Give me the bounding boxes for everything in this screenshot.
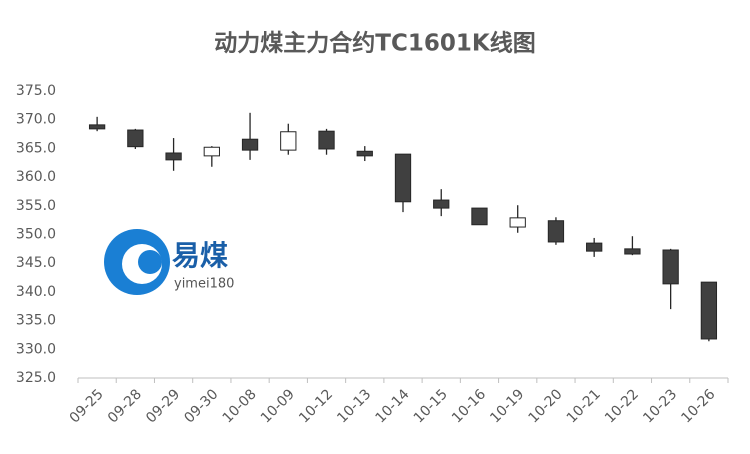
candle-body: [203, 146, 220, 157]
candle-body: [280, 131, 297, 151]
y-tick-label: 350.0: [16, 227, 56, 243]
y-tick-label: 355.0: [16, 198, 56, 214]
candle-body: [127, 129, 144, 148]
logo-subtext: yimei180: [174, 277, 234, 292]
x-tick-label: 09-28: [105, 386, 145, 426]
x-tick-label: 09-29: [143, 386, 183, 426]
y-tick-label: 345.0: [16, 255, 56, 271]
candle-body: [624, 248, 641, 255]
logo-text: 易煤: [172, 239, 228, 272]
candle-body: [471, 207, 488, 226]
y-tick-label: 360.0: [16, 169, 56, 185]
y-tick-label: 375.0: [16, 83, 56, 99]
x-tick-label: 10-16: [449, 386, 489, 426]
candle-body: [509, 217, 526, 228]
y-tick-label: 325.0: [16, 370, 56, 386]
y-tick-label: 340.0: [16, 284, 56, 300]
x-tick-label: 10-23: [640, 386, 680, 426]
logo: 易煤 yimei180: [104, 229, 234, 295]
x-tick-label: 10-20: [526, 386, 566, 426]
y-tick-label: 330.0: [16, 341, 56, 357]
chart-title: 动力煤主力合约TC1601K线图: [214, 30, 535, 57]
candle-body: [700, 281, 718, 340]
candle-body: [88, 124, 106, 130]
candle-body: [586, 242, 603, 252]
x-tick-label: 10-15: [411, 386, 451, 426]
y-tick-label: 365.0: [16, 140, 56, 156]
x-tick-label: 10-08: [220, 386, 260, 426]
x-tick-label: 10-13: [334, 386, 374, 426]
candle-body: [241, 138, 259, 151]
x-tick-label: 10-26: [678, 386, 718, 426]
candle-body: [356, 150, 373, 157]
x-tick-label: 10-21: [564, 386, 604, 426]
candle-body: [394, 153, 412, 203]
x-tick-label: 09-25: [67, 386, 107, 426]
x-tick-label: 10-22: [602, 386, 642, 426]
candle-body: [318, 130, 335, 150]
x-tick-label: 09-30: [181, 386, 221, 426]
x-tick-label: 10-19: [487, 386, 527, 426]
x-tick-label: 10-14: [373, 386, 413, 426]
candle-body: [433, 199, 450, 209]
candle-body: [165, 152, 182, 161]
y-tick-label: 370.0: [16, 112, 56, 128]
candle-body: [662, 249, 679, 285]
y-tick-label: 335.0: [16, 313, 56, 329]
logo-dot: [138, 250, 162, 274]
candle-body: [547, 220, 565, 243]
x-tick-label: 10-09: [258, 386, 298, 426]
x-tick-label: 10-12: [296, 386, 336, 426]
